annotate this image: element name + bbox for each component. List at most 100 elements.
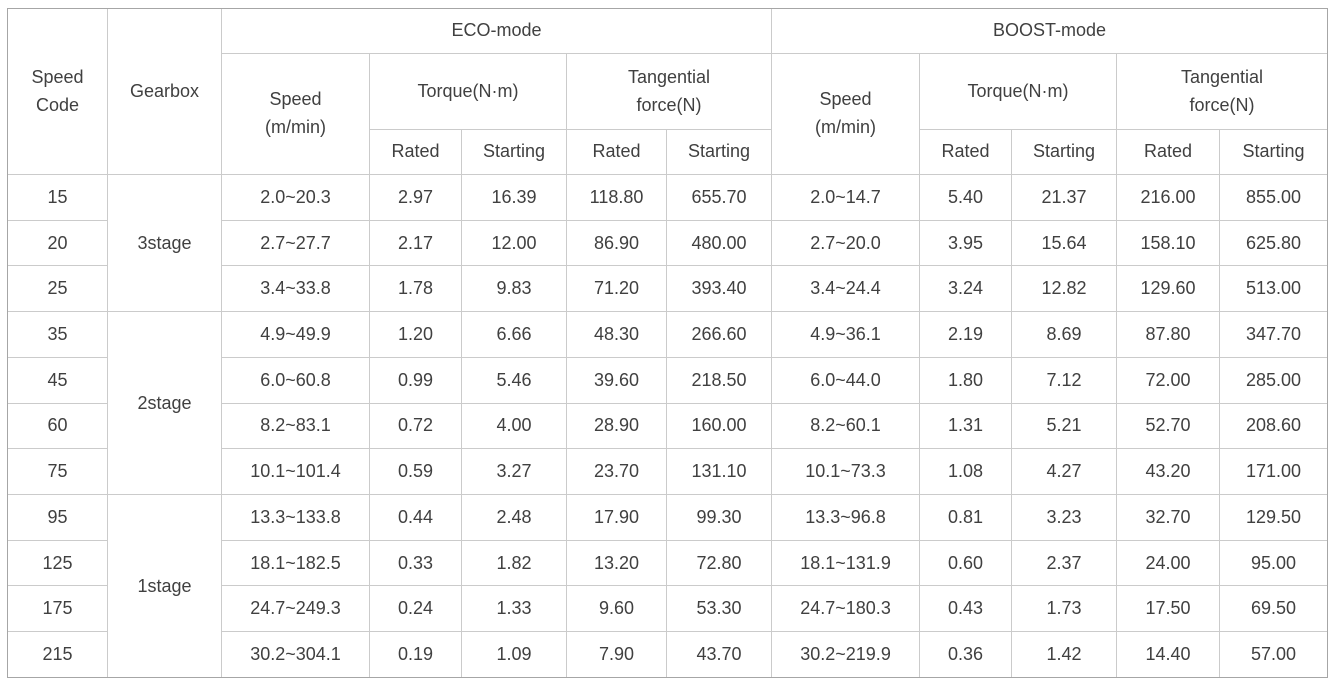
table-row: 95 1stage 13.3~133.8 0.44 2.48 17.90 99.…: [7, 494, 1329, 678]
cell-eco-torque-starting: 6.66: [461, 311, 567, 358]
header-eco-torque-starting: Starting: [461, 129, 567, 175]
cell-boost-speed: 4.9~36.1: [771, 311, 921, 358]
cell-eco-torque-rated: 0.33: [369, 539, 462, 587]
cell-eco-torque-starting: 2.48: [461, 494, 567, 541]
cell-eco-torque-rated: 0.24: [369, 585, 462, 633]
cell-boost-speed: 10.1~73.3: [771, 448, 921, 496]
table-row: 20 2.7~27.7 2.17 12.00 86.90 480.00 2.7~…: [7, 219, 1329, 267]
header-row-measures: Speed (m/min) Torque(N·m) Tangential for…: [8, 53, 1329, 175]
cell-eco-tangential-rated: 39.60: [566, 356, 667, 404]
cell-eco-tangential-rated: 7.90: [566, 631, 667, 678]
cell-eco-tangential-rated: 9.60: [566, 585, 667, 633]
cell-eco-speed: 2.0~20.3: [221, 174, 370, 221]
header-gearbox: Gearbox: [107, 8, 222, 175]
cell-speed-code: 125: [7, 539, 108, 587]
table-row: 75 10.1~101.4 0.59 3.27 23.70 131.10 10.…: [7, 448, 1329, 496]
cell-boost-torque-starting: 1.42: [1011, 631, 1118, 678]
cell-eco-tangential-rated: 17.90: [566, 494, 667, 541]
table-row: 60 8.2~83.1 0.72 4.00 28.90 160.00 8.2~6…: [7, 402, 1329, 450]
cell-eco-torque-starting: 1.33: [461, 585, 567, 633]
cell-boost-torque-rated: 2.19: [919, 311, 1013, 358]
cell-eco-speed: 30.2~304.1: [221, 631, 370, 678]
table-row: 25 3.4~33.8 1.78 9.83 71.20 393.40 3.4~2…: [7, 265, 1329, 313]
cell-speed-code: 215: [7, 631, 108, 678]
cell-boost-torque-starting: 7.12: [1011, 356, 1118, 404]
header-eco-tangential-rated: Rated: [566, 129, 667, 175]
cell-speed-code: 15: [7, 174, 108, 221]
table-row: 15 3stage 2.0~20.3 2.97 16.39 118.80 655…: [7, 173, 1329, 313]
header-boost-mode: BOOST-mode: [771, 8, 1329, 54]
cell-eco-tangential-starting: 655.70: [665, 174, 773, 221]
cell-boost-torque-rated: 1.31: [919, 402, 1013, 450]
cell-boost-speed: 30.2~219.9: [771, 631, 921, 678]
gearbox-spec-table-container: Speed Code Gearbox ECO-mode BOOST-mode S…: [7, 8, 1329, 678]
cell-eco-tangential-rated: 13.20: [566, 539, 667, 587]
cell-boost-torque-rated: 3.95: [919, 219, 1013, 267]
cell-speed-code: 35: [7, 311, 108, 358]
cell-boost-torque-rated: 1.80: [919, 356, 1013, 404]
cell-eco-tangential-rated: 28.90: [566, 402, 667, 450]
gearbox-spec-table: Speed Code Gearbox ECO-mode BOOST-mode S…: [7, 8, 1329, 678]
cell-eco-speed: 24.7~249.3: [221, 585, 370, 633]
cell-eco-speed: 10.1~101.4: [221, 448, 370, 496]
header-boost-speed: Speed (m/min): [771, 53, 921, 175]
header-eco-tangential: Tangential force(N): [565, 53, 773, 130]
cell-boost-torque-rated: 0.36: [919, 631, 1013, 678]
cell-speed-code: 95: [7, 494, 108, 541]
cell-eco-torque-starting: 16.39: [461, 174, 567, 221]
cell-eco-tangential-starting: 266.60: [665, 311, 773, 358]
cell-eco-tangential-rated: 86.90: [566, 219, 667, 267]
cell-boost-speed: 13.3~96.8: [771, 494, 921, 541]
header-eco-speed: Speed (m/min): [221, 53, 370, 175]
cell-boost-speed: 8.2~60.1: [771, 402, 921, 450]
header-eco-mode: ECO-mode: [220, 8, 773, 54]
cell-eco-torque-starting: 1.82: [461, 539, 567, 587]
cell-eco-torque-starting: 5.46: [461, 356, 567, 404]
cell-boost-torque-rated: 0.81: [919, 494, 1013, 541]
cell-eco-torque-rated: 0.44: [369, 494, 462, 541]
cell-eco-tangential-starting: 72.80: [665, 539, 773, 587]
cell-boost-tangential-rated: 216.00: [1116, 174, 1221, 221]
cell-eco-torque-rated: 0.19: [369, 631, 462, 678]
cell-boost-tangential-rated: 52.70: [1116, 402, 1221, 450]
table-row: 125 18.1~182.5 0.33 1.82 13.20 72.80 18.…: [7, 539, 1329, 587]
cell-boost-tangential-starting: 69.50: [1219, 585, 1329, 633]
cell-boost-torque-starting: 5.21: [1011, 402, 1118, 450]
cell-boost-tangential-rated: 17.50: [1116, 585, 1221, 633]
cell-boost-tangential-starting: 95.00: [1219, 539, 1329, 587]
cell-eco-torque-rated: 0.72: [369, 402, 462, 450]
cell-boost-tangential-starting: 625.80: [1219, 219, 1329, 267]
header-row-rated-starting: Rated Starting Rated Starting Rated Star…: [8, 129, 1329, 175]
table-row: 215 30.2~304.1 0.19 1.09 7.90 43.70 30.2…: [7, 631, 1329, 678]
cell-eco-torque-rated: 2.97: [369, 174, 462, 221]
cell-boost-tangential-starting: 285.00: [1219, 356, 1329, 404]
cell-boost-tangential-starting: 347.70: [1219, 311, 1329, 358]
cell-boost-tangential-starting: 513.00: [1219, 265, 1329, 313]
header-speed-code: Speed Code: [7, 8, 108, 175]
cell-boost-tangential-starting: 57.00: [1219, 631, 1329, 678]
cell-eco-torque-rated: 0.99: [369, 356, 462, 404]
table-row: 45 6.0~60.8 0.99 5.46 39.60 218.50 6.0~4…: [7, 356, 1329, 404]
header-row-modes: Speed Code Gearbox ECO-mode BOOST-mode: [7, 8, 1329, 175]
cell-boost-tangential-rated: 14.40: [1116, 631, 1221, 678]
cell-speed-code: 60: [7, 402, 108, 450]
cell-eco-torque-starting: 9.83: [461, 265, 567, 313]
cell-speed-code: 75: [7, 448, 108, 496]
header-eco-torque-rated: Rated: [369, 129, 462, 175]
cell-boost-tangential-rated: 129.60: [1116, 265, 1221, 313]
cell-boost-tangential-rated: 158.10: [1116, 219, 1221, 267]
cell-boost-speed: 2.7~20.0: [771, 219, 921, 267]
cell-eco-speed: 3.4~33.8: [221, 265, 370, 313]
cell-boost-torque-starting: 4.27: [1011, 448, 1118, 496]
cell-boost-torque-starting: 2.37: [1011, 539, 1118, 587]
cell-boost-torque-starting: 1.73: [1011, 585, 1118, 633]
header-boost-tangential-starting: Starting: [1219, 129, 1329, 175]
cell-boost-tangential-starting: 208.60: [1219, 402, 1329, 450]
cell-eco-tangential-rated: 23.70: [566, 448, 667, 496]
cell-boost-torque-starting: 15.64: [1011, 219, 1118, 267]
cell-boost-speed: 2.0~14.7: [771, 174, 921, 221]
cell-speed-code: 20: [7, 219, 108, 267]
cell-eco-tangential-starting: 160.00: [665, 402, 773, 450]
cell-boost-torque-rated: 1.08: [919, 448, 1013, 496]
cell-eco-torque-starting: 4.00: [461, 402, 567, 450]
